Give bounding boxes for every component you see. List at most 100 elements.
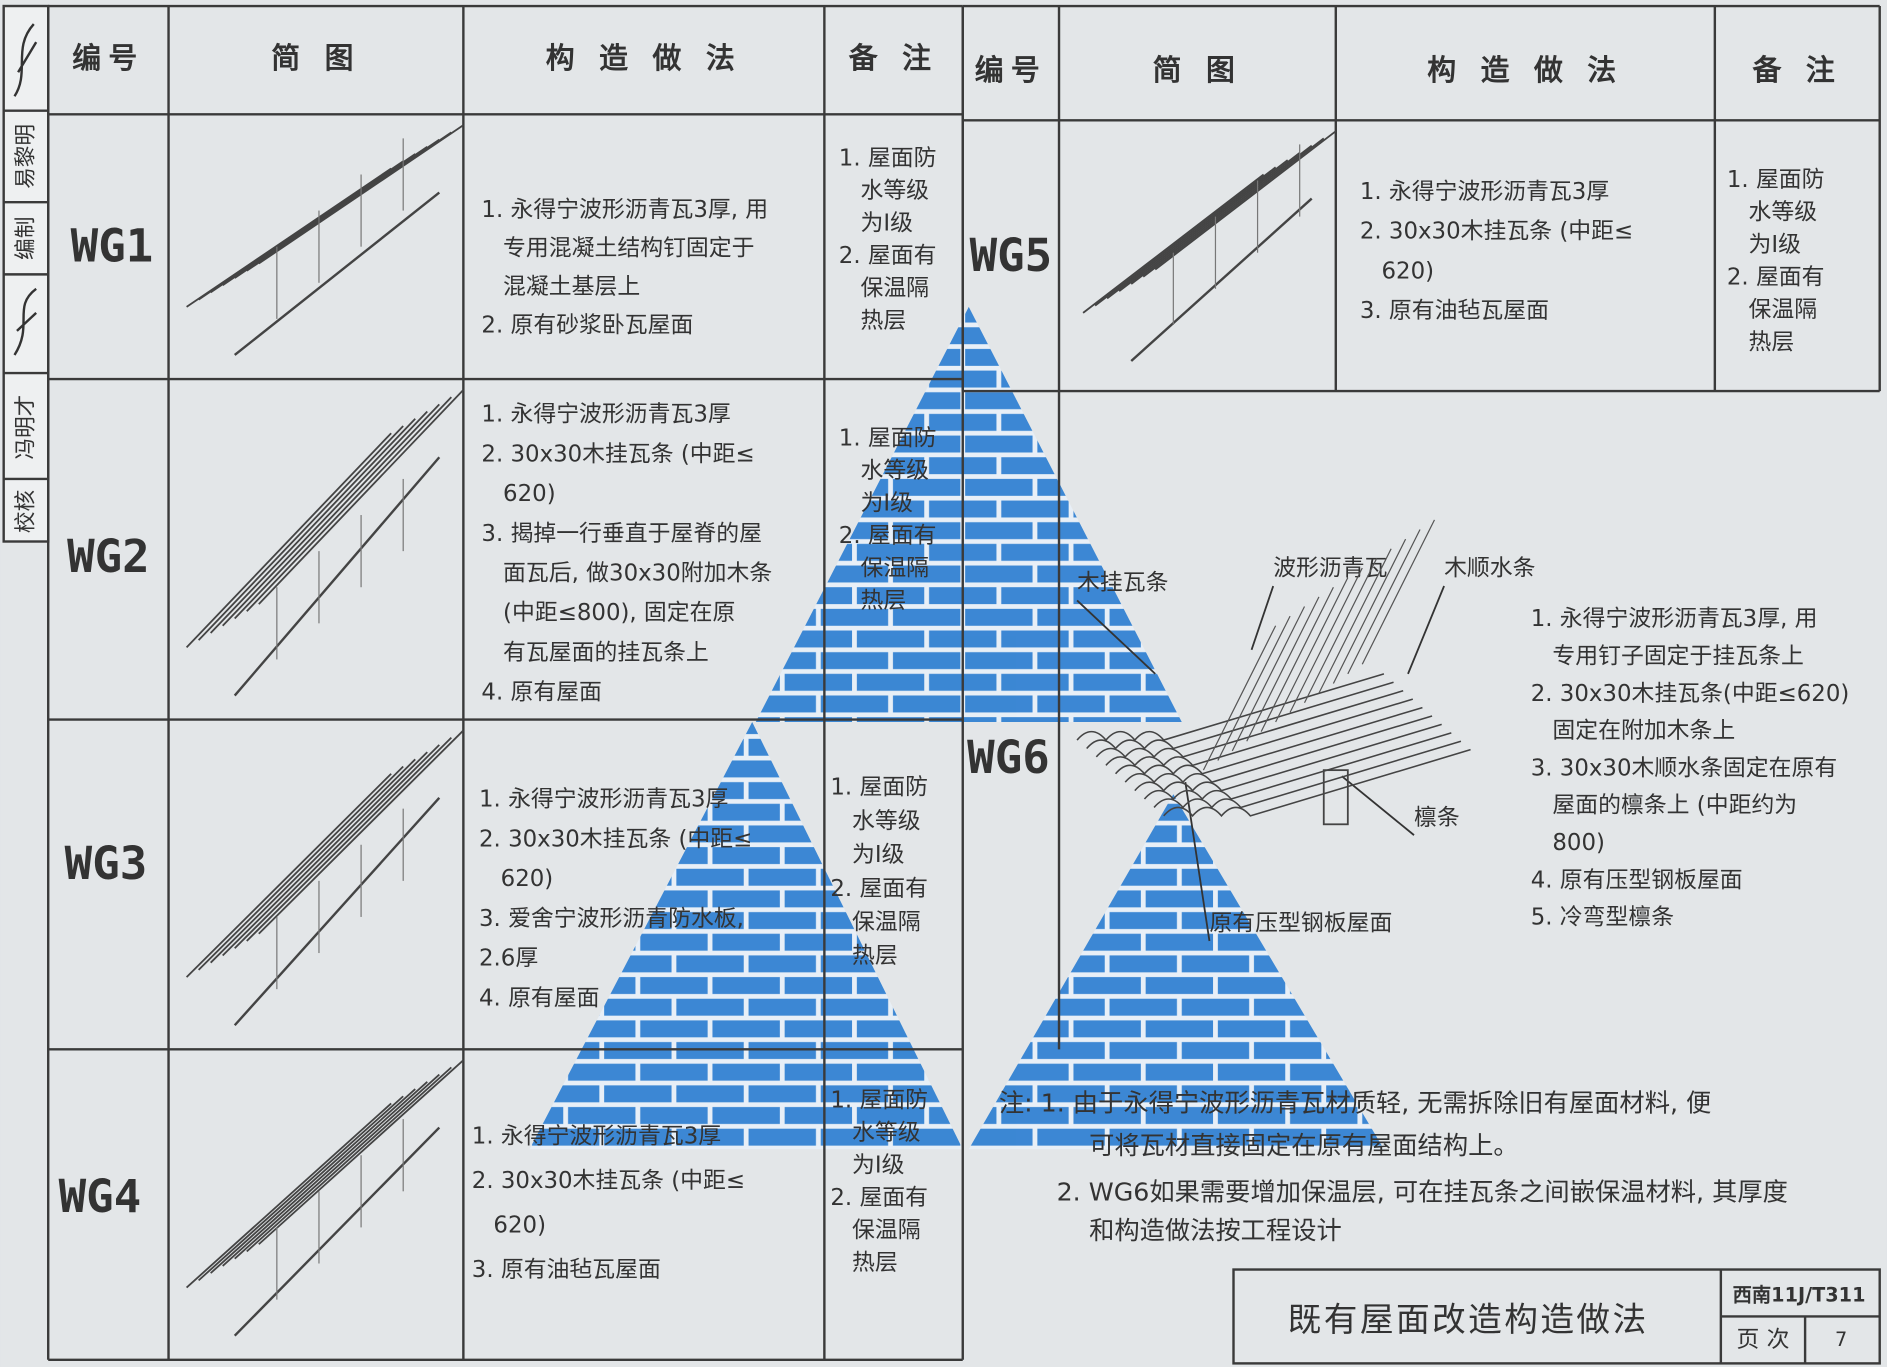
note-line: 保温隔 [860,556,929,582]
sketch-line [1246,596,1320,742]
method-line: 3. 原有油毡瓦屋面 [472,1257,661,1283]
method-line: 2. 30x30木挂瓦条 (中距≤ [472,1168,745,1194]
method-line: 620) [503,481,556,507]
sheet-body: 校核 冯明才 编制 易黎明 编号 简 图 构 造 做 法 备 注 WG1 1. 永得宁波形沥青瓦3… [14,4,1881,1365]
callout-label: 木挂瓦条 [1077,570,1169,596]
method-line: 5. 冷弯型檩条 [1531,905,1675,931]
note-line: 2. 屋面有 [839,243,937,269]
sheet-code: 西南11J/T311 [1733,1284,1866,1307]
note-line: 为Ⅰ级 [860,210,913,236]
note-line: 为Ⅰ级 [1749,232,1802,258]
sketch-line [246,737,452,942]
method-line: 2.6厚 [479,946,538,972]
method-line: 620) [501,866,554,892]
method-line: 4. 原有压型钢板屋面 [1531,867,1743,893]
method-line: (中距≤800), 固定在原 [503,600,735,626]
sketch-line [234,744,440,949]
sketch-line [258,1059,464,1245]
note-line: 为Ⅰ级 [852,1153,905,1179]
leader-line [1341,775,1415,836]
header-cell: 简 图 [271,41,360,75]
sketch-line [1118,152,1301,292]
signature [13,287,38,356]
header-cell: 备 注 [1752,53,1842,87]
sketch-line [233,191,441,356]
method-line: 2. 30x30木挂瓦条 (中距≤ [1360,219,1633,245]
callout-label: 檩条 [1414,805,1460,831]
sketch-line [1163,748,1471,818]
sketch-line [185,432,392,649]
method-line: 620) [493,1213,546,1239]
sketch-line [210,758,416,964]
sketch-line [197,425,404,641]
sketch-line [234,1073,440,1260]
note-line: 1. 屋面防 [839,426,937,452]
sketch-line [1202,625,1277,771]
sketch-line [1260,586,1334,732]
method-line: 4. 原有屋面 [479,985,600,1011]
sketch-line [1303,558,1378,704]
note-line: 2. 屋面有 [1727,264,1825,290]
row-id: WG3 [65,837,148,890]
note-line: 水等级 [1749,199,1818,225]
method-line: 1. 永得宁波形沥青瓦3厚 [472,1124,721,1150]
sketch-part [1322,769,1349,826]
sketch-line [246,396,452,612]
watermark-triangle [755,306,1182,723]
sketch-line [1124,715,1433,784]
method-line: 620) [1382,258,1435,284]
method-line: 3. 揭掉一行垂直于屋脊的屋 [481,521,762,547]
sketch-line [1332,538,1407,684]
side-strip-text: 校核 [14,490,39,533]
header-cell: 构 造 做 法 [1427,53,1623,87]
method-line: 4. 原有屋面 [481,680,602,706]
note-text: 可将瓦材直接固定在原有屋面结构上。 [1089,1131,1519,1160]
note-line: 2. 屋面有 [830,876,928,902]
sketch-line [210,1088,416,1274]
note-line: 热层 [860,308,906,334]
sketch [185,1059,464,1337]
sketch-line [233,456,441,697]
row-id: WG1 [71,220,154,273]
row-id: WG4 [59,1170,142,1223]
sketch-line [1143,732,1452,801]
sketch-line [234,403,440,620]
method-line: 3. 30x30木顺水条固定在原有 [1531,755,1838,781]
header-cell: 编号 [72,41,144,75]
callout-label: 木顺水条 [1444,556,1536,582]
method-line: 800) [1552,830,1605,856]
sketch-line [185,1102,392,1289]
sketch-line [1114,706,1423,775]
sketch-line [1153,740,1462,809]
note-line: 为Ⅰ级 [852,842,905,868]
watermark-triangle [968,794,1384,1150]
sketch-line [198,1095,404,1282]
method-line: 有瓦屋面的挂瓦条上 [503,640,709,666]
sketch-line [1095,689,1404,759]
watermark-triangle [529,722,963,1150]
note-text: 和构造做法按工程设计 [1089,1216,1342,1245]
sketch-line [210,418,416,634]
header-cell: 简 图 [1153,53,1242,87]
method-line: 专用混凝土结构钉固定于 [503,236,754,262]
note-line: 1. 屋面防 [830,775,928,801]
sketch-line [1130,144,1313,285]
note-line: 1. 屋面防 [830,1088,928,1114]
leader-line [1184,782,1211,942]
method-line: 屋面的檩条上 (中距约为 [1552,793,1797,819]
row-id: WG6 [967,731,1050,784]
sketch-line [222,751,428,957]
note-line: 水等级 [860,458,929,484]
sketch-line [246,1066,452,1253]
method-line: 2. 30x30木挂瓦条(中距≤620) [1531,681,1850,707]
sketch-line [222,1081,428,1267]
sketch-line [1347,529,1421,675]
sketch-line [1105,698,1414,767]
row-id: WG2 [67,530,150,583]
sketch-line [1231,606,1306,752]
note-line: 保温隔 [860,275,929,301]
method-line: 2. 原有砂浆卧瓦屋面 [481,313,693,339]
leader-line [1407,585,1445,675]
sketch-line [1217,615,1291,761]
